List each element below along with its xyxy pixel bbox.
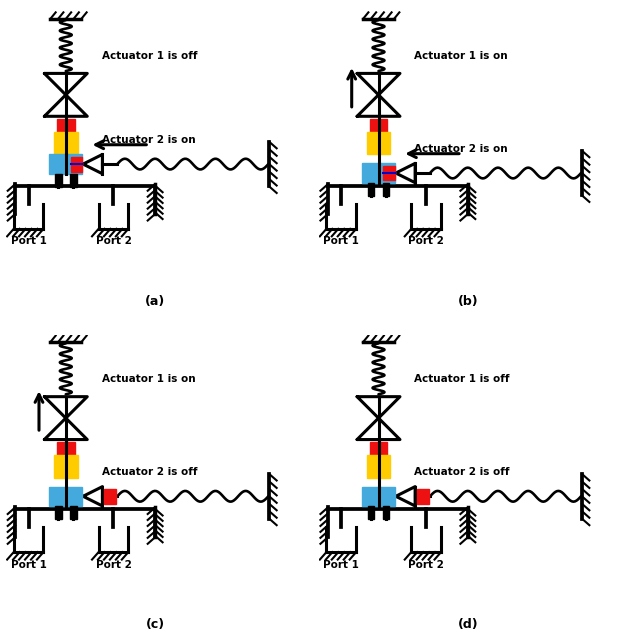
Bar <box>383 506 389 519</box>
Text: (d): (d) <box>457 618 478 631</box>
Bar <box>55 174 62 187</box>
Bar <box>366 455 391 478</box>
Bar <box>368 506 374 519</box>
Bar <box>57 442 75 455</box>
Bar <box>49 487 82 506</box>
Text: Port 2: Port 2 <box>408 560 444 569</box>
Text: Actuator 1 is off: Actuator 1 is off <box>102 51 197 61</box>
Bar <box>383 183 389 196</box>
Text: Actuator 2 is off: Actuator 2 is off <box>102 468 197 477</box>
Text: Port 1: Port 1 <box>323 560 359 569</box>
Bar <box>362 487 395 506</box>
Text: (a): (a) <box>145 295 165 308</box>
Text: (b): (b) <box>457 295 478 308</box>
Text: Port 2: Port 2 <box>95 560 131 569</box>
Text: Port 1: Port 1 <box>11 560 47 569</box>
Text: Port 1: Port 1 <box>323 236 359 246</box>
Bar <box>417 489 429 504</box>
Text: Actuator 2 is on: Actuator 2 is on <box>414 144 508 154</box>
Bar <box>366 132 391 155</box>
Bar <box>70 506 77 519</box>
Text: Actuator 2 is off: Actuator 2 is off <box>414 468 510 477</box>
Text: Actuator 1 is off: Actuator 1 is off <box>414 374 510 384</box>
Bar <box>57 118 75 132</box>
Bar <box>369 442 388 455</box>
Text: (c): (c) <box>146 618 164 631</box>
Text: Actuator 1 is on: Actuator 1 is on <box>414 51 508 61</box>
Text: Port 2: Port 2 <box>408 236 444 246</box>
Bar <box>104 489 116 504</box>
Text: Actuator 2 is on: Actuator 2 is on <box>102 135 195 146</box>
Text: Port 1: Port 1 <box>11 236 47 246</box>
Bar <box>383 166 395 180</box>
Bar <box>369 118 388 132</box>
Bar <box>362 164 395 183</box>
Text: Actuator 1 is on: Actuator 1 is on <box>102 374 195 384</box>
Bar <box>368 183 374 196</box>
Bar <box>54 455 78 478</box>
Bar <box>70 156 82 171</box>
Bar <box>55 506 62 519</box>
Bar <box>49 155 82 174</box>
Bar <box>70 174 77 187</box>
Bar <box>54 132 78 155</box>
Text: Port 2: Port 2 <box>95 236 131 246</box>
